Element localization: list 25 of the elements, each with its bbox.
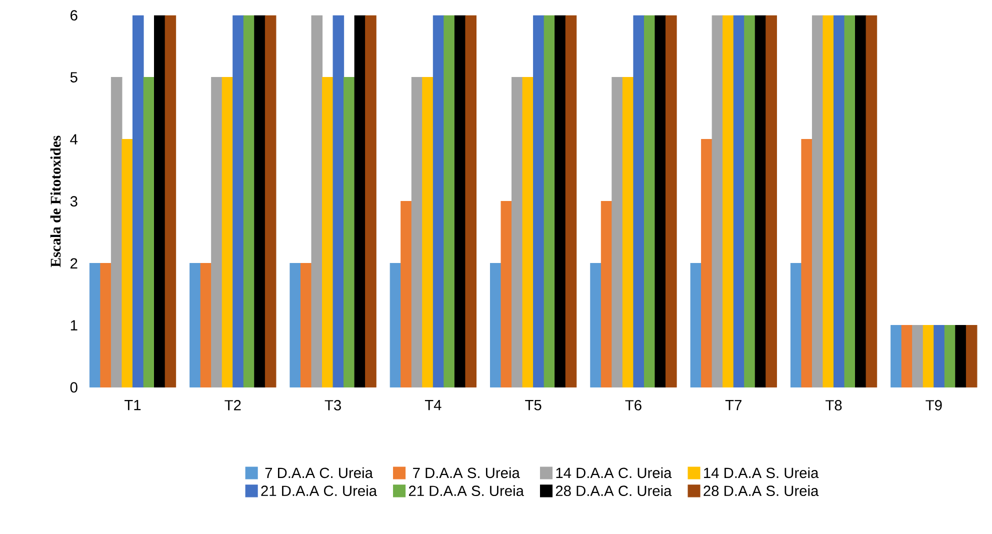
legend-label: 7 D.A.A C. Ureia <box>265 467 373 478</box>
x-tick-label: T2 <box>224 400 241 410</box>
x-tick-label: T8 <box>826 400 842 410</box>
legend-label: 21 D.A.A C. Ureia <box>261 485 378 496</box>
y-axis-title: Escala de Fitotoxides <box>50 136 61 268</box>
x-tick-label: T9 <box>926 400 942 410</box>
x-tick-label: T7 <box>725 400 742 410</box>
legend-label: 14 D.A.A C. Ureia <box>556 467 672 478</box>
x-tick-label: T4 <box>424 400 442 410</box>
y-tick-label: 4 <box>70 134 78 144</box>
legend-label: 28 D.A.A C. Ureia <box>556 485 672 496</box>
y-tick-label: 1 <box>70 320 78 330</box>
y-tick-label: 5 <box>70 72 78 82</box>
x-tick-label: T1 <box>124 400 141 410</box>
y-tick-label: 3 <box>70 196 78 207</box>
x-tick-label: T5 <box>525 400 542 410</box>
y-tick-label: 0 <box>70 382 78 393</box>
legend-label: 14 D.A.A S. Ureia <box>704 467 819 478</box>
x-tick-label: T3 <box>324 400 341 410</box>
legend-label: 21 D.A.A S. Ureia <box>408 485 524 496</box>
legend-label: 28 D.A.A S. Ureia <box>704 485 819 496</box>
x-tick-label: T6 <box>625 400 642 410</box>
y-tick-label: 2 <box>70 258 78 268</box>
y-tick-label: 6 <box>70 10 78 21</box>
legend-label: 7 D.A.A S. Ureia <box>413 467 520 478</box>
